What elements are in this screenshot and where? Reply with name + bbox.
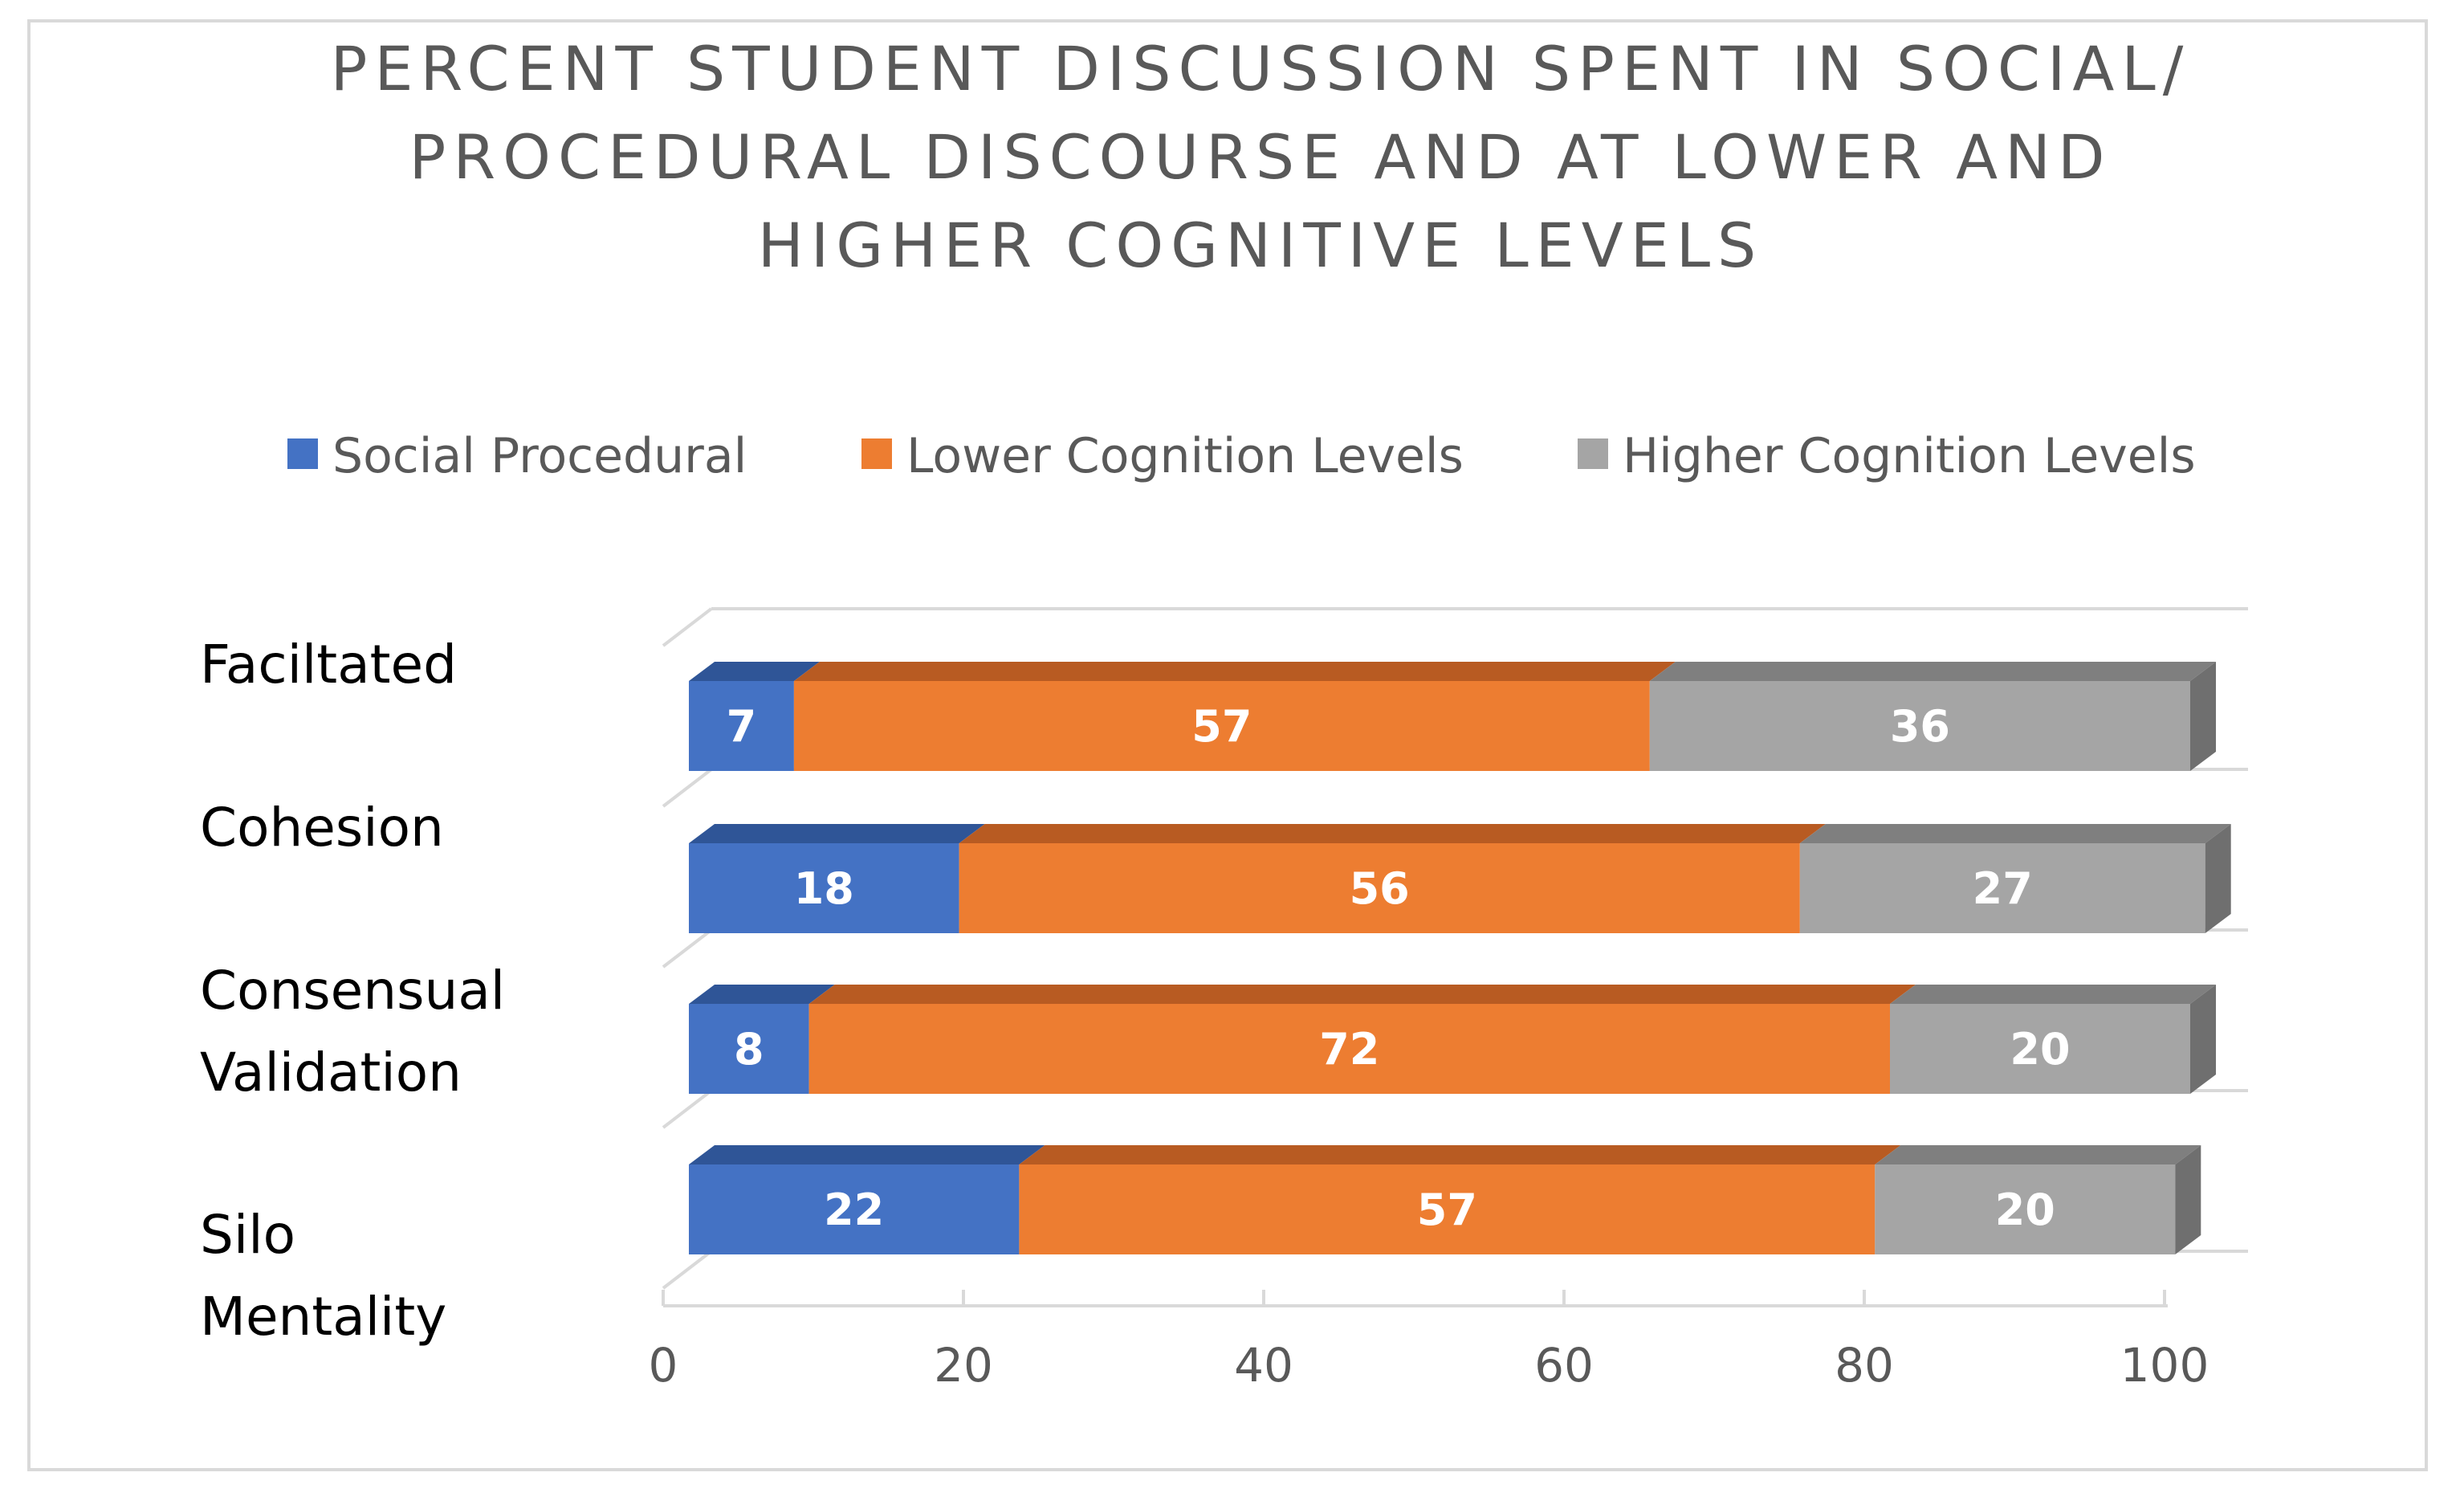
depth-tick: [662, 607, 713, 647]
bar-lower-cognition-levels: [808, 1004, 1890, 1094]
data-label: 20: [2010, 1024, 2070, 1075]
bar-lower-cognition-levels: [959, 843, 1800, 933]
x-tick-label: 60: [1534, 1338, 1594, 1393]
bar-side: [2205, 824, 2231, 933]
x-tick-label: 0: [649, 1338, 678, 1393]
bar-social-procedural: [689, 843, 959, 933]
depth-tick: [662, 928, 713, 969]
bar-top-1: [689, 985, 835, 1004]
data-label: 22: [824, 1185, 884, 1235]
depth-tick: [662, 768, 713, 808]
data-label: 20: [1995, 1185, 2055, 1235]
x-tick-label: 20: [934, 1338, 993, 1393]
x-tick-label: 40: [1234, 1338, 1293, 1393]
data-label: 18: [794, 863, 854, 914]
bar-top-1: [689, 1145, 1045, 1164]
category-label: Faciltated: [200, 634, 457, 695]
data-label: 56: [1350, 863, 1410, 914]
bar-higher-cognition-levels: [1649, 681, 2190, 771]
bar-top-3: [1799, 824, 2231, 843]
legend: Social Procedural Lower Cognition Levels H…: [287, 428, 2196, 484]
bar-top-1: [689, 662, 820, 681]
bar-side: [2190, 662, 2216, 771]
data-labels: 7 57 36 18 56 27 8 72 20 22 57 20: [727, 701, 2071, 1235]
depth-tick: [662, 1250, 713, 1290]
bar-side: [2175, 1145, 2201, 1254]
bar-top-1: [689, 824, 985, 843]
bar-top-2: [1019, 1145, 1901, 1164]
category-label: Mentality: [200, 1286, 446, 1348]
chart-title-line: HIGHER COGNITIVE LEVELS: [758, 210, 1764, 281]
bar-top-2: [793, 662, 1676, 681]
category-label: Silo: [200, 1204, 295, 1266]
depth-tick: [662, 1089, 713, 1129]
legend-swatch: [861, 438, 892, 469]
bar-higher-cognition-levels: [1799, 843, 2205, 933]
bar-top-3: [1890, 985, 2216, 1004]
data-label: 8: [734, 1024, 764, 1075]
data-label: 7: [727, 701, 757, 752]
bar-social-procedural: [689, 1164, 1020, 1254]
legend-swatch: [287, 438, 318, 469]
data-label: 57: [1417, 1185, 1477, 1235]
category-label: Consensual: [200, 960, 505, 1022]
category-label: Cohesion: [200, 797, 444, 859]
bar-lower-cognition-levels: [1019, 1164, 1875, 1254]
data-label: 27: [1973, 863, 2033, 914]
legend-label: Higher Cognition Levels: [1623, 428, 2196, 484]
category-label: Validation: [200, 1042, 462, 1103]
x-tick-label: 100: [2120, 1338, 2209, 1393]
data-label: 36: [1890, 701, 1950, 752]
x-tick-label: 80: [1835, 1338, 1894, 1393]
bars: [689, 662, 2231, 1254]
chart-title: PERCENT STUDENT DISCUSSION SPENT IN SOCI…: [331, 33, 2191, 281]
bar-higher-cognition-levels: [1875, 1164, 2176, 1254]
bar-top-3: [1649, 662, 2216, 681]
bar-top-2: [808, 985, 1916, 1004]
bar-social-procedural: [689, 681, 794, 771]
chart-title-line: PROCEDURAL DISCOURSE AND AT LOWER AND: [409, 121, 2112, 193]
bar-top-2: [959, 824, 1826, 843]
data-label: 72: [1319, 1024, 1379, 1075]
bar-social-procedural: [689, 1004, 809, 1094]
bar-top-3: [1875, 1145, 2201, 1164]
bar-side: [2190, 985, 2216, 1094]
data-label: 57: [1191, 701, 1252, 752]
x-axis: 0 20 40 60 80 100: [649, 1290, 2209, 1393]
bar-lower-cognition-levels: [793, 681, 1650, 771]
legend-swatch: [1578, 438, 1608, 469]
bar-higher-cognition-levels: [1890, 1004, 2190, 1094]
category-labels: Faciltated Cohesion Consensual Validation Si…: [200, 634, 505, 1348]
chart-title-line: PERCENT STUDENT DISCUSSION SPENT IN SOCI…: [331, 33, 2191, 104]
legend-label: Lower Cognition Levels: [906, 428, 1464, 484]
legend-label: Social Procedural: [332, 428, 747, 484]
